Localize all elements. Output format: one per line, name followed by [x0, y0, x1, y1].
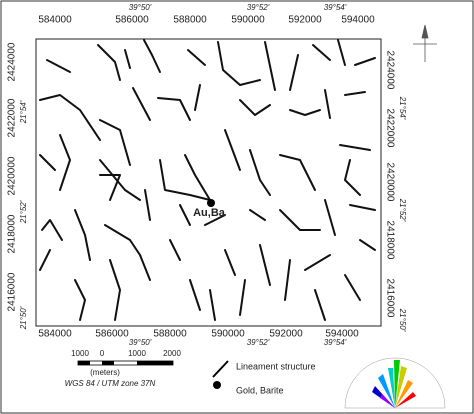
easting-label: 590000 [211, 329, 245, 340]
degree-label: 39°50' [129, 338, 152, 347]
degree-label: 39°50' [129, 3, 152, 12]
degree-label: 39°52' [247, 3, 270, 12]
northing-label: 2422000 [7, 98, 18, 137]
easting-label: 588000 [153, 329, 187, 340]
gold-site [207, 199, 215, 207]
easting-label: 588000 [173, 15, 207, 26]
projection: WGS 84 / UTM zone 37N [65, 379, 156, 388]
degree-label: 21°54' [19, 100, 28, 124]
lineaments [39, 39, 376, 321]
scale-label: 1000 [128, 349, 146, 358]
northing-label: 2416000 [7, 272, 18, 311]
north-arrow [413, 24, 437, 62]
site-label: Au,Ba [193, 207, 226, 219]
scale-bar [77, 360, 174, 366]
degree-label: 39°52' [247, 338, 270, 347]
degree-label: 39°54' [324, 3, 347, 12]
degree-label: 21°50' [19, 306, 28, 330]
easting-label: 586000 [115, 15, 149, 26]
easting-label: 584000 [38, 329, 72, 340]
northing-label: 2424000 [7, 42, 18, 81]
northing-label: 2418000 [384, 221, 395, 260]
degree-label: 21°52' [19, 200, 28, 224]
easting-label: 592000 [288, 15, 322, 26]
scale-label: 2000 [163, 349, 181, 358]
degree-label: 39°54' [324, 338, 347, 347]
easting-label: 590000 [231, 15, 265, 26]
northing-label: 2416000 [384, 279, 395, 318]
scale-label: 1000 [71, 349, 89, 358]
scale-unit: (meters) [90, 368, 120, 377]
legend-dot [213, 381, 221, 389]
rose-diagram [344, 357, 446, 409]
legend-label: Gold, Barite [236, 385, 284, 395]
northing-label: 2418000 [7, 214, 18, 253]
easting-label: 594000 [325, 329, 359, 340]
degree-label: 21°52' [398, 198, 407, 222]
easting-label: 584000 [38, 15, 72, 26]
scale-label: 0 [100, 349, 105, 358]
northing-label: 2422000 [384, 109, 395, 148]
northing-label: 2424000 [384, 51, 395, 90]
easting-label: 592000 [269, 329, 303, 340]
easting-label: 594000 [341, 15, 375, 26]
degree-label: 21°54' [398, 96, 407, 120]
northing-label: 2420000 [384, 163, 395, 202]
legend-label: Lineament structure [236, 361, 316, 371]
degree-label: 21°50' [398, 308, 407, 332]
easting-label: 586000 [95, 329, 129, 340]
legend-line [212, 360, 229, 378]
map-frame [35, 38, 382, 327]
northing-label: 2420000 [7, 156, 18, 195]
